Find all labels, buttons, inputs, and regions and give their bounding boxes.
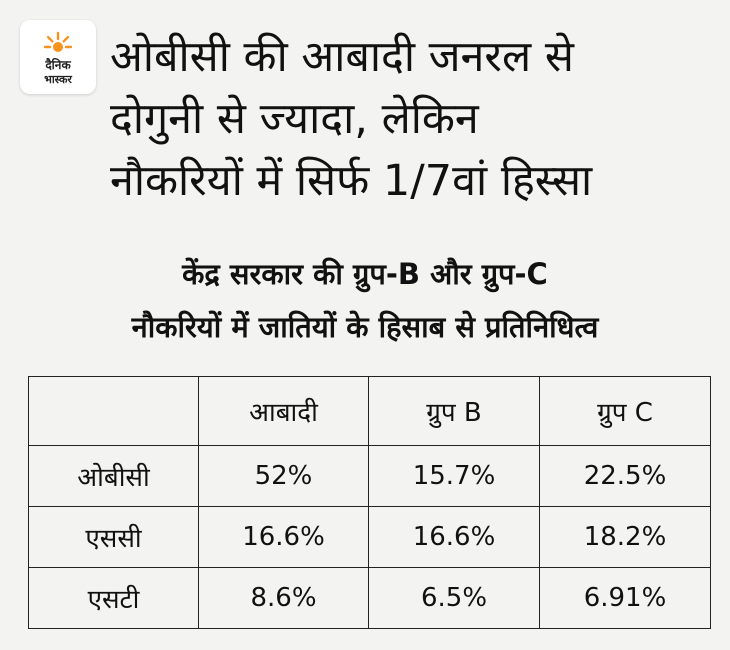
table-row: एसटी 8.6% 6.5% 6.91%: [28, 567, 711, 629]
table-title-line-1: केंद्र सरकार की ग्रुप-B और ग्रुप-C: [182, 257, 548, 291]
headline-line-1: ओबीसी की आबादी जनरल से: [110, 32, 574, 82]
population-cell: 16.6%: [198, 506, 369, 568]
table-title-line-2: नौकरियों में जातियों के हिसाब से प्रतिनि…: [131, 310, 599, 344]
group-b-cell: 15.7%: [368, 445, 540, 507]
table-title: केंद्र सरकार की ग्रुप-B और ग्रुप-C नौकरि…: [20, 248, 710, 354]
sun-burst-icon: दैनिक भास्कर: [43, 31, 72, 86]
header-group-b: ग्रुप B: [368, 376, 540, 446]
logo-text-bottom: भास्कर: [44, 73, 72, 86]
headline-line-2: दोगुनी से ज्यादा, लेकिन: [110, 94, 479, 144]
table-row: एससी 16.6% 16.6% 18.2%: [28, 506, 711, 568]
row-category: एसटी: [28, 567, 199, 629]
row-category: ओबीसी: [28, 445, 199, 507]
table-row: ओबीसी 52% 15.7% 22.5%: [28, 445, 711, 507]
group-b-cell: 16.6%: [368, 506, 540, 568]
group-c-cell: 6.91%: [539, 567, 711, 629]
headline: ओबीसी की आबादी जनरल से दोगुनी से ज्यादा,…: [110, 26, 710, 212]
group-c-cell: 22.5%: [539, 445, 711, 507]
header-empty-cell: [28, 376, 199, 446]
table-header-row: आबादी ग्रुप B ग्रुप C: [28, 376, 711, 446]
group-b-cell: 6.5%: [368, 567, 540, 629]
header-population: आबादी: [198, 376, 369, 446]
logo-text-top: दैनिक: [44, 58, 71, 72]
group-c-cell: 18.2%: [539, 506, 711, 568]
population-cell: 8.6%: [198, 567, 369, 629]
population-cell: 52%: [198, 445, 369, 507]
headline-line-3: नौकरियों में सिर्फ 1/7वां हिस्सा: [110, 156, 593, 206]
representation-table: आबादी ग्रुप B ग्रुप C ओबीसी 52% 15.7% 22…: [28, 376, 711, 629]
dainik-bhaskar-logo: दैनिक भास्कर: [20, 20, 96, 94]
header-group-c: ग्रुप C: [539, 376, 711, 446]
row-category: एससी: [28, 506, 199, 568]
